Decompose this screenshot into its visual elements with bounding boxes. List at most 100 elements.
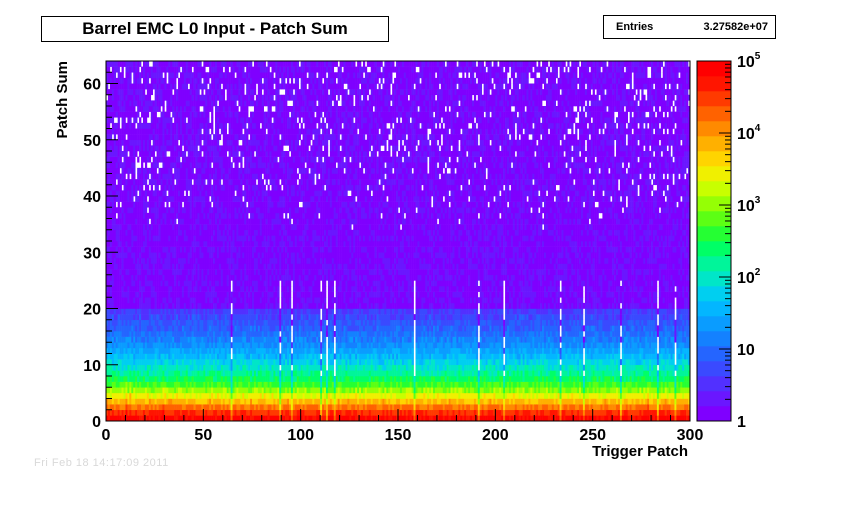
heatmap-cell [248, 218, 251, 225]
heatmap-cell [207, 128, 210, 135]
heatmap-cell [207, 398, 210, 405]
heatmap-cell [113, 111, 117, 118]
heatmap-cell [162, 336, 165, 343]
heatmap-cell [248, 201, 251, 208]
heatmap-cell [213, 392, 216, 399]
heatmap-cell [255, 331, 259, 337]
heatmap-cell [205, 224, 208, 231]
heatmap-cell [121, 190, 124, 197]
heatmap-cell [181, 167, 185, 174]
heatmap-cell [207, 106, 210, 112]
heatmap-cell [144, 235, 148, 242]
heatmap-cell [174, 72, 177, 79]
heatmap-cell [213, 94, 216, 101]
heatmap-cell [228, 415, 231, 422]
heatmap-cell [220, 246, 224, 253]
heatmap-cell [141, 280, 144, 287]
heatmap-cell [195, 370, 198, 377]
heatmap-cell [164, 246, 167, 253]
heatmap-cell [242, 66, 245, 73]
heatmap-cell [250, 122, 253, 129]
heatmap-cell [119, 314, 122, 321]
heatmap-cell [144, 302, 148, 309]
heatmap-cell [133, 308, 136, 315]
heatmap-cell [205, 319, 208, 326]
heatmap-cell [193, 83, 196, 90]
heatmap-cell [137, 156, 140, 163]
heatmap-cell [215, 100, 218, 107]
heatmap-cell [174, 392, 177, 399]
heatmap-cell [156, 325, 159, 332]
heatmap-cell [123, 151, 126, 157]
heatmap-cell [164, 347, 167, 354]
heatmap-cell [199, 241, 202, 247]
heatmap-cell [261, 61, 264, 67]
heatmap-cell [252, 376, 255, 382]
heatmap-cell [125, 61, 128, 67]
heatmap-cell [181, 241, 185, 247]
heatmap-cell [170, 66, 173, 73]
heatmap-cell [220, 280, 224, 287]
heatmap-cell [191, 196, 194, 202]
heatmap-cell [201, 252, 204, 259]
heatmap-cell [252, 212, 255, 219]
heatmap-cell [238, 336, 241, 343]
heatmap-cell [197, 336, 200, 343]
heatmap-cell [154, 122, 157, 129]
heatmap-cell [222, 196, 226, 202]
heatmap-cell [240, 387, 243, 394]
heatmap-cell [123, 314, 126, 321]
heatmap-cell [199, 404, 202, 411]
heatmap-cell [119, 392, 122, 399]
heatmap-cell [106, 252, 109, 259]
heatmap-cell [252, 336, 255, 343]
heatmap-cell [236, 190, 239, 197]
heatmap-cell [224, 145, 227, 152]
heatmap-cell [216, 179, 220, 186]
heatmap-cell [255, 257, 259, 264]
heatmap-cell [236, 246, 239, 253]
heatmap-cell [253, 246, 257, 253]
heatmap-cell [205, 246, 208, 253]
heatmap-cell [137, 381, 140, 388]
heatmap-cell [148, 331, 152, 337]
heatmap-cell [253, 409, 257, 416]
heatmap-cell [234, 145, 237, 152]
heatmap-cell [127, 404, 130, 411]
heatmap-cell [166, 212, 169, 219]
heatmap-cell [160, 61, 163, 67]
heatmap-cell [183, 218, 187, 225]
heatmap-cell [238, 77, 241, 84]
heatmap-cell [113, 370, 117, 377]
heatmap-cell [240, 336, 243, 343]
heatmap-cell [172, 151, 175, 157]
heatmap-cell [253, 179, 257, 186]
heatmap-cell [242, 89, 245, 96]
heatmap-cell [117, 196, 120, 202]
heatmap-cell [127, 347, 130, 354]
heatmap-cell [144, 167, 148, 174]
heatmap-cell [121, 347, 124, 354]
heatmap-cell [209, 398, 212, 405]
heatmap-cell [172, 162, 175, 169]
heatmap-cell [209, 286, 212, 292]
heatmap-cell [199, 235, 202, 242]
heatmap-cell [131, 364, 134, 371]
heatmap-cell [135, 325, 138, 332]
heatmap-cell [203, 291, 206, 298]
heatmap-cell [172, 156, 175, 163]
heatmap-cell [115, 286, 118, 292]
heatmap-cell [164, 370, 167, 377]
heatmap-cell [170, 122, 173, 129]
heatmap-cell [201, 404, 204, 411]
heatmap-cell [142, 156, 146, 163]
heatmap-cell [129, 241, 132, 247]
heatmap-cell [150, 325, 154, 332]
heatmap-cell [246, 83, 249, 90]
heatmap-cell [144, 151, 148, 157]
heatmap-cell [129, 66, 132, 73]
heatmap-cell [156, 269, 159, 276]
heatmap-cell [139, 173, 142, 180]
heatmap-cell [199, 173, 202, 180]
heatmap-cell [232, 207, 235, 214]
